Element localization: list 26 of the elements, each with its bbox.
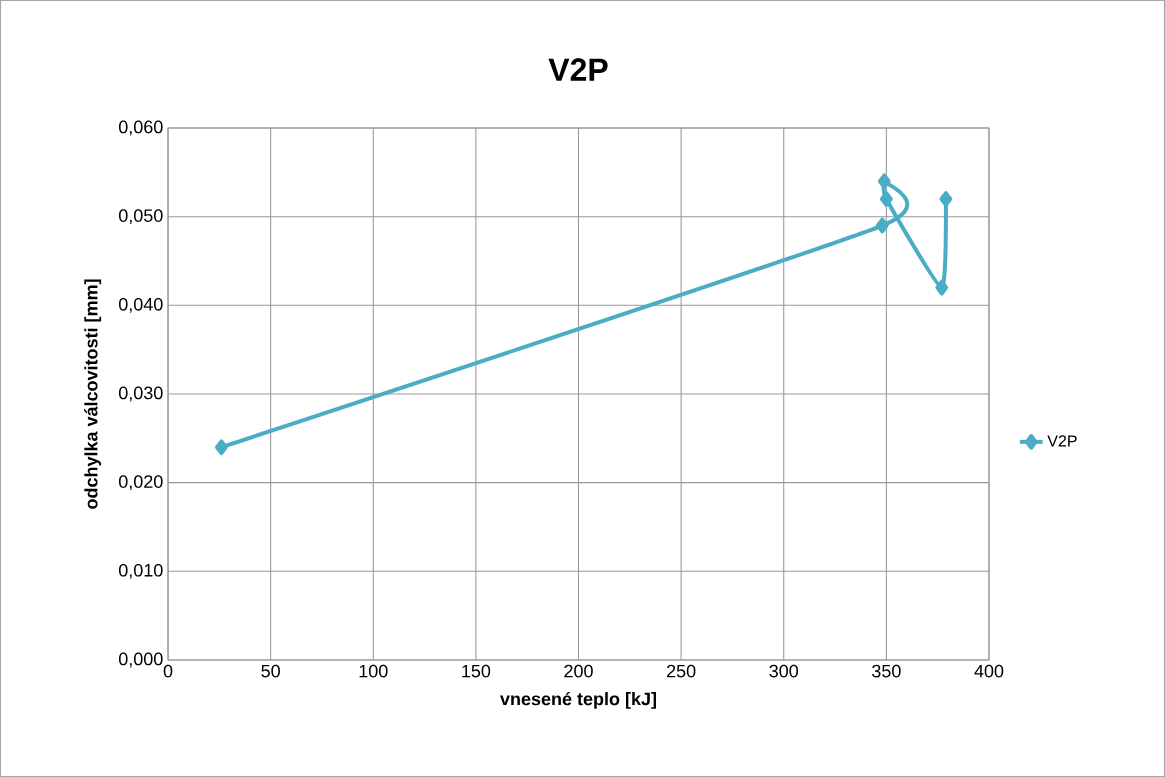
y-tick-label: 0,060 xyxy=(118,120,163,136)
y-tick-label: 0,040 xyxy=(118,297,163,313)
point xyxy=(939,191,953,207)
y-tick-label: 0,030 xyxy=(118,386,163,402)
point xyxy=(875,217,889,234)
x-tick-label: 300 xyxy=(769,664,799,678)
x-tick-label: 150 xyxy=(462,664,491,678)
x-tick-label: 100 xyxy=(359,664,388,678)
chart-title: V2P xyxy=(548,58,608,81)
y-axis-title: odchylka válcovitosti [mm] xyxy=(84,279,102,509)
x-tick-label: 200 xyxy=(564,664,593,678)
point xyxy=(879,191,893,207)
legend-label: V2P xyxy=(1047,435,1077,447)
x-tick-label: 0 xyxy=(163,664,173,678)
x-tick-label: 350 xyxy=(872,664,901,678)
point xyxy=(935,279,949,296)
x-axis-title: vnesené teplo [kJ] xyxy=(500,691,656,709)
y-tick-label: 0,020 xyxy=(118,475,163,491)
y-tick-label: 0,050 xyxy=(118,209,163,225)
x-tick-label: 50 xyxy=(261,664,280,678)
x-tick-label: 250 xyxy=(667,664,696,678)
x-tick-label: 400 xyxy=(974,664,1004,678)
point xyxy=(214,439,228,456)
y-tick-label: 0,010 xyxy=(118,563,163,579)
y-tick-label: 0,000 xyxy=(118,652,163,668)
point xyxy=(877,173,891,190)
